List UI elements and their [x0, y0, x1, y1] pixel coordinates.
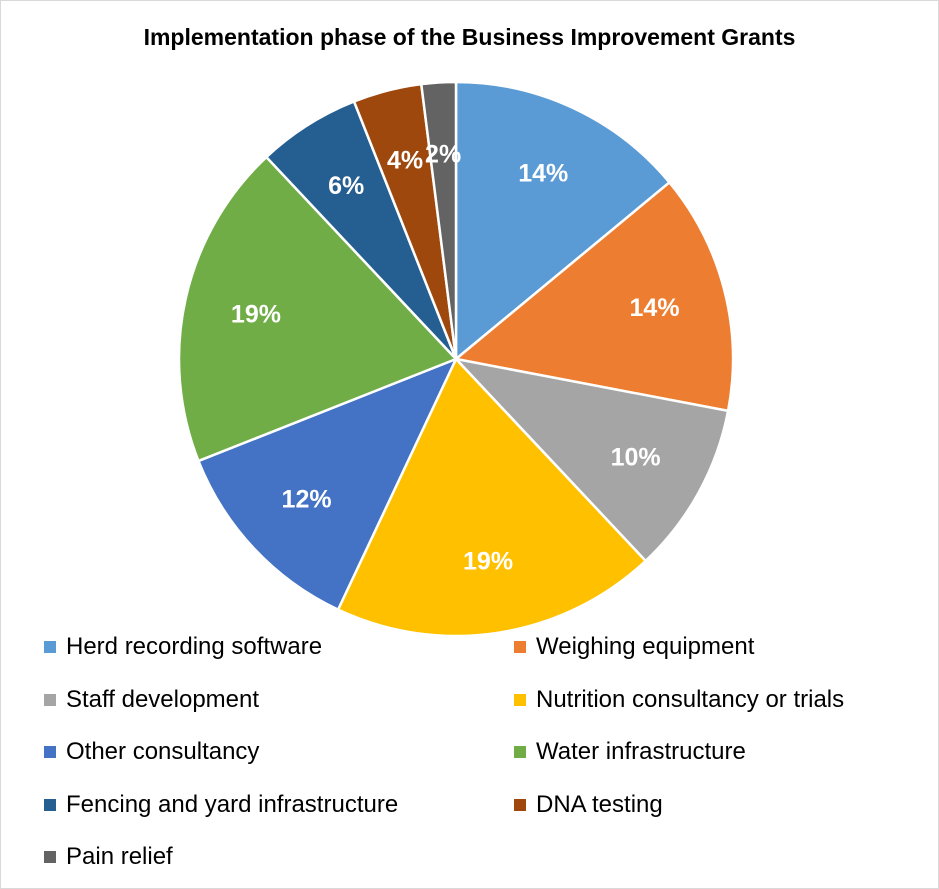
pie-slice-1 [453, 180, 735, 413]
legend-label: Herd recording software [66, 633, 323, 660]
legend-label: Nutrition consultancy or trials [536, 685, 845, 713]
slice-data-label: 10% [611, 444, 661, 472]
pie-chart: 14% 14% 10% 19% 12% 19% 6% 4% 2% [177, 80, 735, 638]
legend-label: DNA testing [536, 790, 663, 818]
legend-swatch [44, 851, 56, 863]
legend-label: Other consultancy [66, 738, 260, 765]
slice-data-label: 12% [282, 485, 332, 513]
slice-data-label: 2% [425, 140, 461, 168]
legend-item: Other consultancy [44, 735, 259, 769]
legend-item: Herd recording software [44, 630, 322, 664]
legend-item: Weighing equipment [514, 630, 754, 664]
slice-data-label: 19% [463, 547, 513, 575]
slice-data-label: 14% [630, 294, 680, 322]
legend-label: Fencing and yard infrastructure [66, 790, 399, 818]
legend-label: Staff development [66, 685, 260, 713]
pie-slice-3 [336, 356, 648, 638]
legend-label: Pain relief [66, 843, 173, 870]
legend-label: Weighing equipment [536, 633, 755, 660]
legend-label: Water infrastructure [536, 738, 746, 765]
slice-data-label: 19% [231, 300, 281, 328]
legend-item: Fencing and yard infrastructure [44, 788, 398, 822]
legend-swatch [44, 641, 56, 653]
slice-data-label: 4% [387, 146, 423, 174]
legend-swatch [514, 693, 526, 706]
legend-swatch [514, 746, 526, 758]
legend-item: Nutrition consultancy or trials [514, 683, 844, 717]
pie-slice-2 [452, 357, 730, 563]
legend-item: Staff development [44, 683, 259, 717]
legend-swatch [44, 746, 56, 758]
pie-slice-0 [454, 80, 672, 362]
legend-item: Water infrastructure [514, 735, 746, 769]
pie-slice-5 [177, 155, 459, 463]
pie-slice-4 [196, 356, 459, 612]
slice-data-label: 14% [518, 160, 568, 188]
legend-item: DNA testing [514, 788, 663, 822]
chart-title: Implementation phase of the Business Imp… [143, 24, 796, 50]
slice-data-label: 6% [328, 172, 364, 200]
legend-swatch [44, 798, 56, 811]
legend-item: Pain relief [44, 840, 173, 874]
pie-slice-8 [419, 80, 458, 360]
legend-swatch [514, 798, 526, 811]
legend-swatch [44, 693, 56, 706]
legend-swatch [514, 641, 526, 653]
